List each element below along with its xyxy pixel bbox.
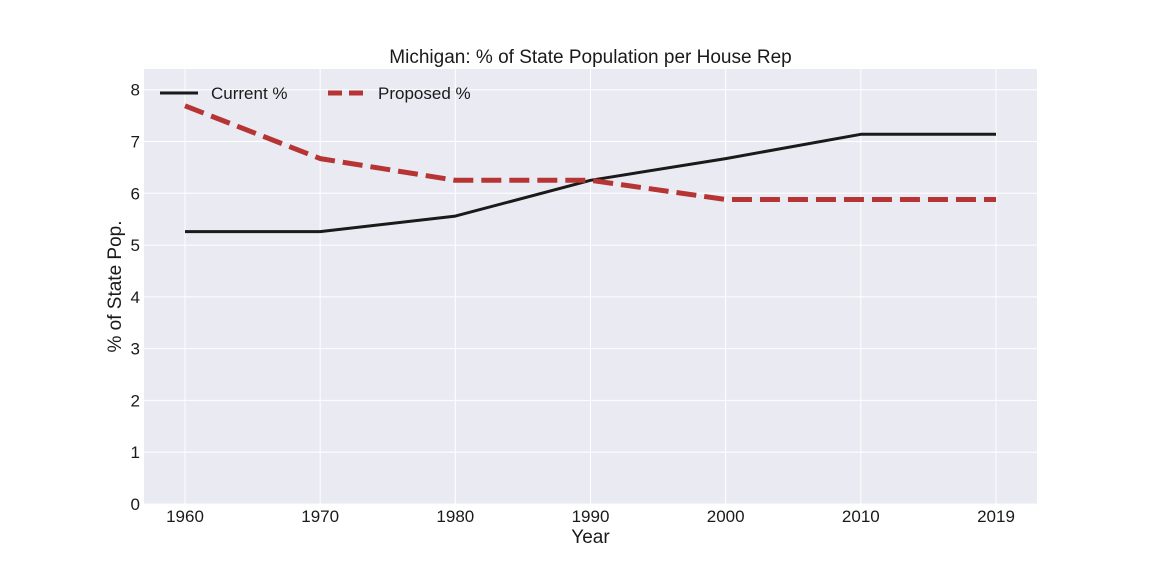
y-tick-label: 3	[131, 340, 140, 359]
y-tick-label: 2	[131, 391, 140, 410]
y-tick-labels: 0 1 2 3 4 5 6 7 8	[131, 81, 140, 514]
series-line-current	[185, 132, 996, 234]
x-tick-label: 2019	[977, 507, 1015, 526]
series-line-proposed	[184, 103, 996, 202]
x-tick-label: 1960	[166, 507, 204, 526]
legend-label-proposed: Proposed %	[378, 84, 471, 103]
grid-lines	[144, 69, 1037, 505]
x-tick-labels: 1960 1970 1980 1990 2000 2010 2019	[166, 507, 1015, 526]
x-tick-label: 2000	[707, 507, 745, 526]
y-tick-label: 4	[131, 288, 140, 307]
x-axis-label: Year	[571, 527, 610, 548]
x-tick-label: 1980	[436, 507, 474, 526]
y-tick-label: 8	[131, 81, 140, 100]
y-tick-label: 0	[131, 495, 140, 514]
x-tick-label: 2010	[842, 507, 880, 526]
chart-title: Michigan: % of State Population per Hous…	[389, 47, 791, 68]
y-tick-label: 7	[131, 133, 140, 152]
y-tick-label: 1	[131, 443, 140, 462]
x-tick-label: 1990	[572, 507, 610, 526]
x-tick-label: 1970	[301, 507, 339, 526]
y-tick-label: 6	[131, 184, 140, 203]
y-tick-label: 5	[131, 236, 140, 255]
legend: Current % Proposed %	[160, 84, 471, 103]
legend-label-current: Current %	[211, 84, 288, 103]
series-lines	[184, 103, 996, 234]
y-axis-label: % of State Pop.	[105, 220, 126, 352]
